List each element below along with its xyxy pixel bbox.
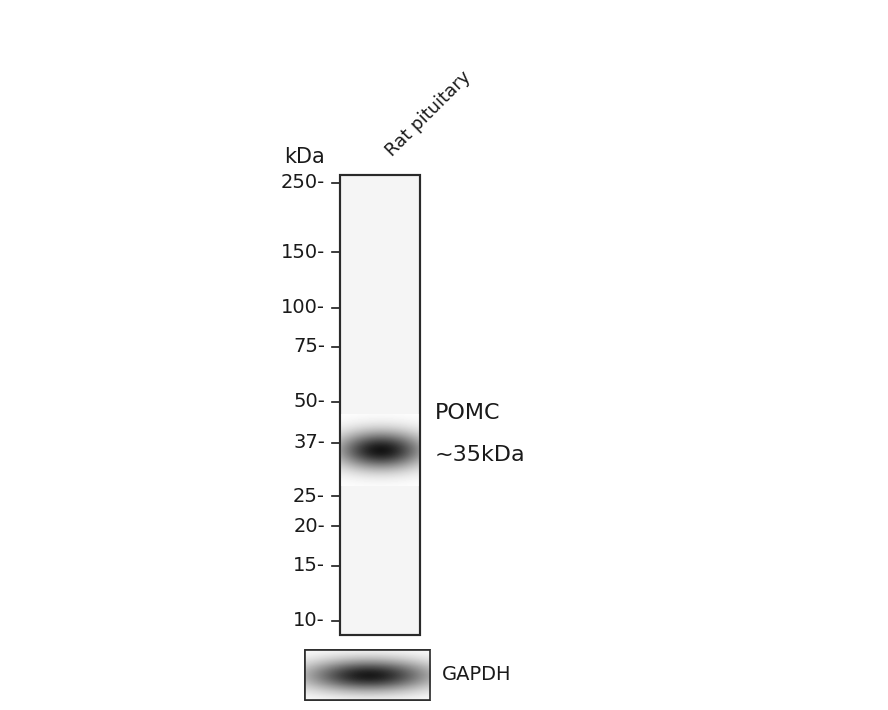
Text: 250-: 250- — [281, 173, 325, 192]
Text: 50-: 50- — [293, 393, 325, 411]
Text: kDa: kDa — [284, 147, 325, 167]
Bar — [340, 175, 420, 635]
Bar — [305, 650, 430, 700]
Text: POMC: POMC — [435, 403, 501, 423]
Bar — [340, 175, 420, 635]
Text: ~35kDa: ~35kDa — [435, 445, 526, 465]
Text: 25-: 25- — [293, 486, 325, 506]
Text: 100-: 100- — [281, 298, 325, 317]
Text: 37-: 37- — [293, 433, 325, 452]
Text: 150-: 150- — [281, 243, 325, 262]
Text: 75-: 75- — [293, 337, 325, 356]
Text: GAPDH: GAPDH — [442, 665, 511, 684]
Text: 20-: 20- — [293, 517, 325, 536]
Text: 15-: 15- — [293, 556, 325, 575]
Bar — [305, 650, 430, 700]
Text: Rat pituitary: Rat pituitary — [382, 68, 474, 160]
Text: 10-: 10- — [293, 611, 325, 630]
